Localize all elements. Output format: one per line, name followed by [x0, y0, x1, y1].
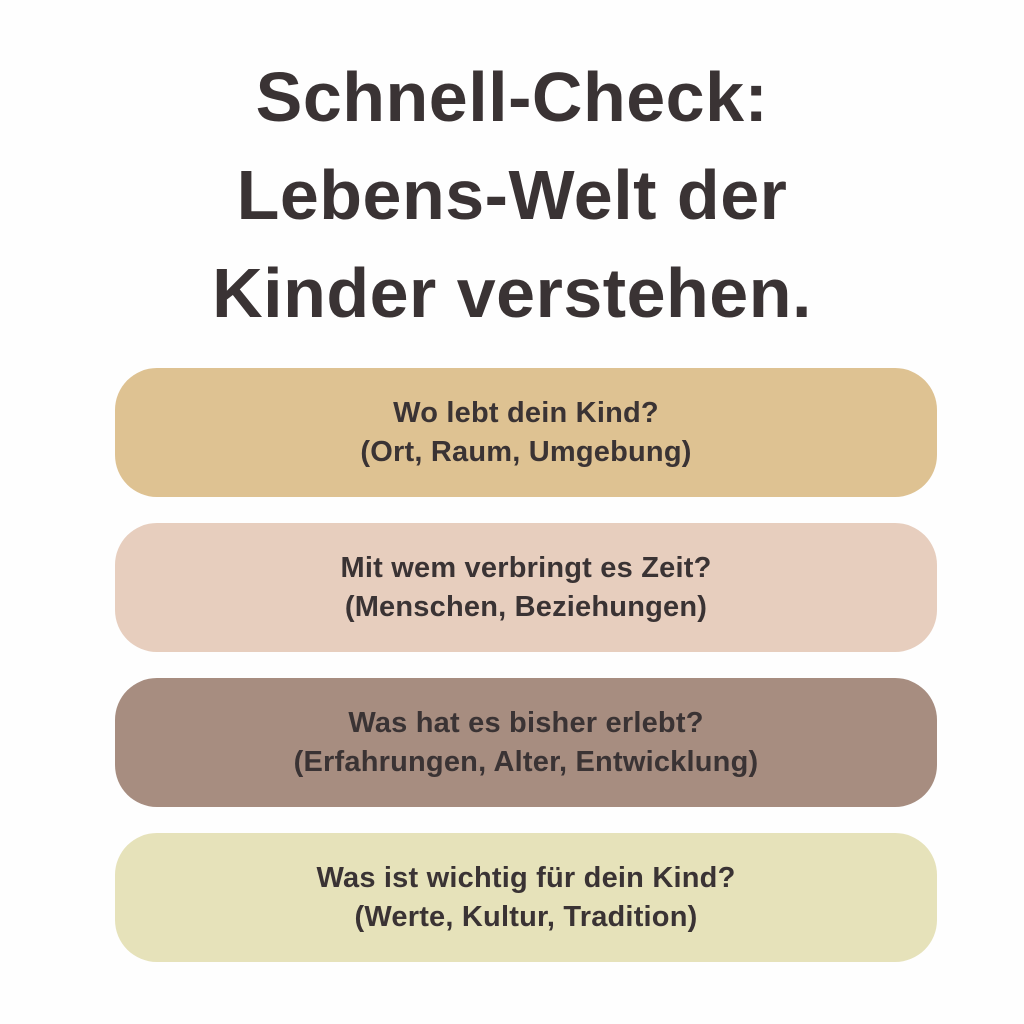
- page-title-line-1: Schnell-Check:: [255, 58, 769, 136]
- card-detail: (Menschen, Beziehungen): [344, 590, 708, 623]
- card-detail: (Werte, Kultur, Tradition): [354, 900, 698, 933]
- card-list: Wo lebt dein Kind? (Ort, Raum, Umgebung)…: [115, 368, 937, 962]
- card-question: Was ist wichtig für dein Kind?: [316, 861, 736, 894]
- page-title: Schnell-Check: Lebens-Welt der Kinder ve…: [0, 48, 1024, 342]
- card-question: Was hat es bisher erlebt?: [348, 706, 704, 739]
- card-question: Wo lebt dein Kind?: [393, 396, 659, 429]
- card-detail: (Erfahrungen, Alter, Entwicklung): [293, 745, 759, 778]
- card-question: Mit wem verbringt es Zeit?: [340, 551, 712, 584]
- card-living-place: Wo lebt dein Kind? (Ort, Raum, Umgebung): [115, 368, 937, 497]
- card-detail: (Ort, Raum, Umgebung): [360, 435, 692, 468]
- page-title-line-3: Kinder verstehen.: [212, 254, 812, 332]
- card-relationships: Mit wem verbringt es Zeit? (Menschen, Be…: [115, 523, 937, 652]
- page-title-line-2: Lebens-Welt der: [236, 156, 788, 234]
- card-experiences: Was hat es bisher erlebt? (Erfahrungen, …: [115, 678, 937, 807]
- card-values: Was ist wichtig für dein Kind? (Werte, K…: [115, 833, 937, 962]
